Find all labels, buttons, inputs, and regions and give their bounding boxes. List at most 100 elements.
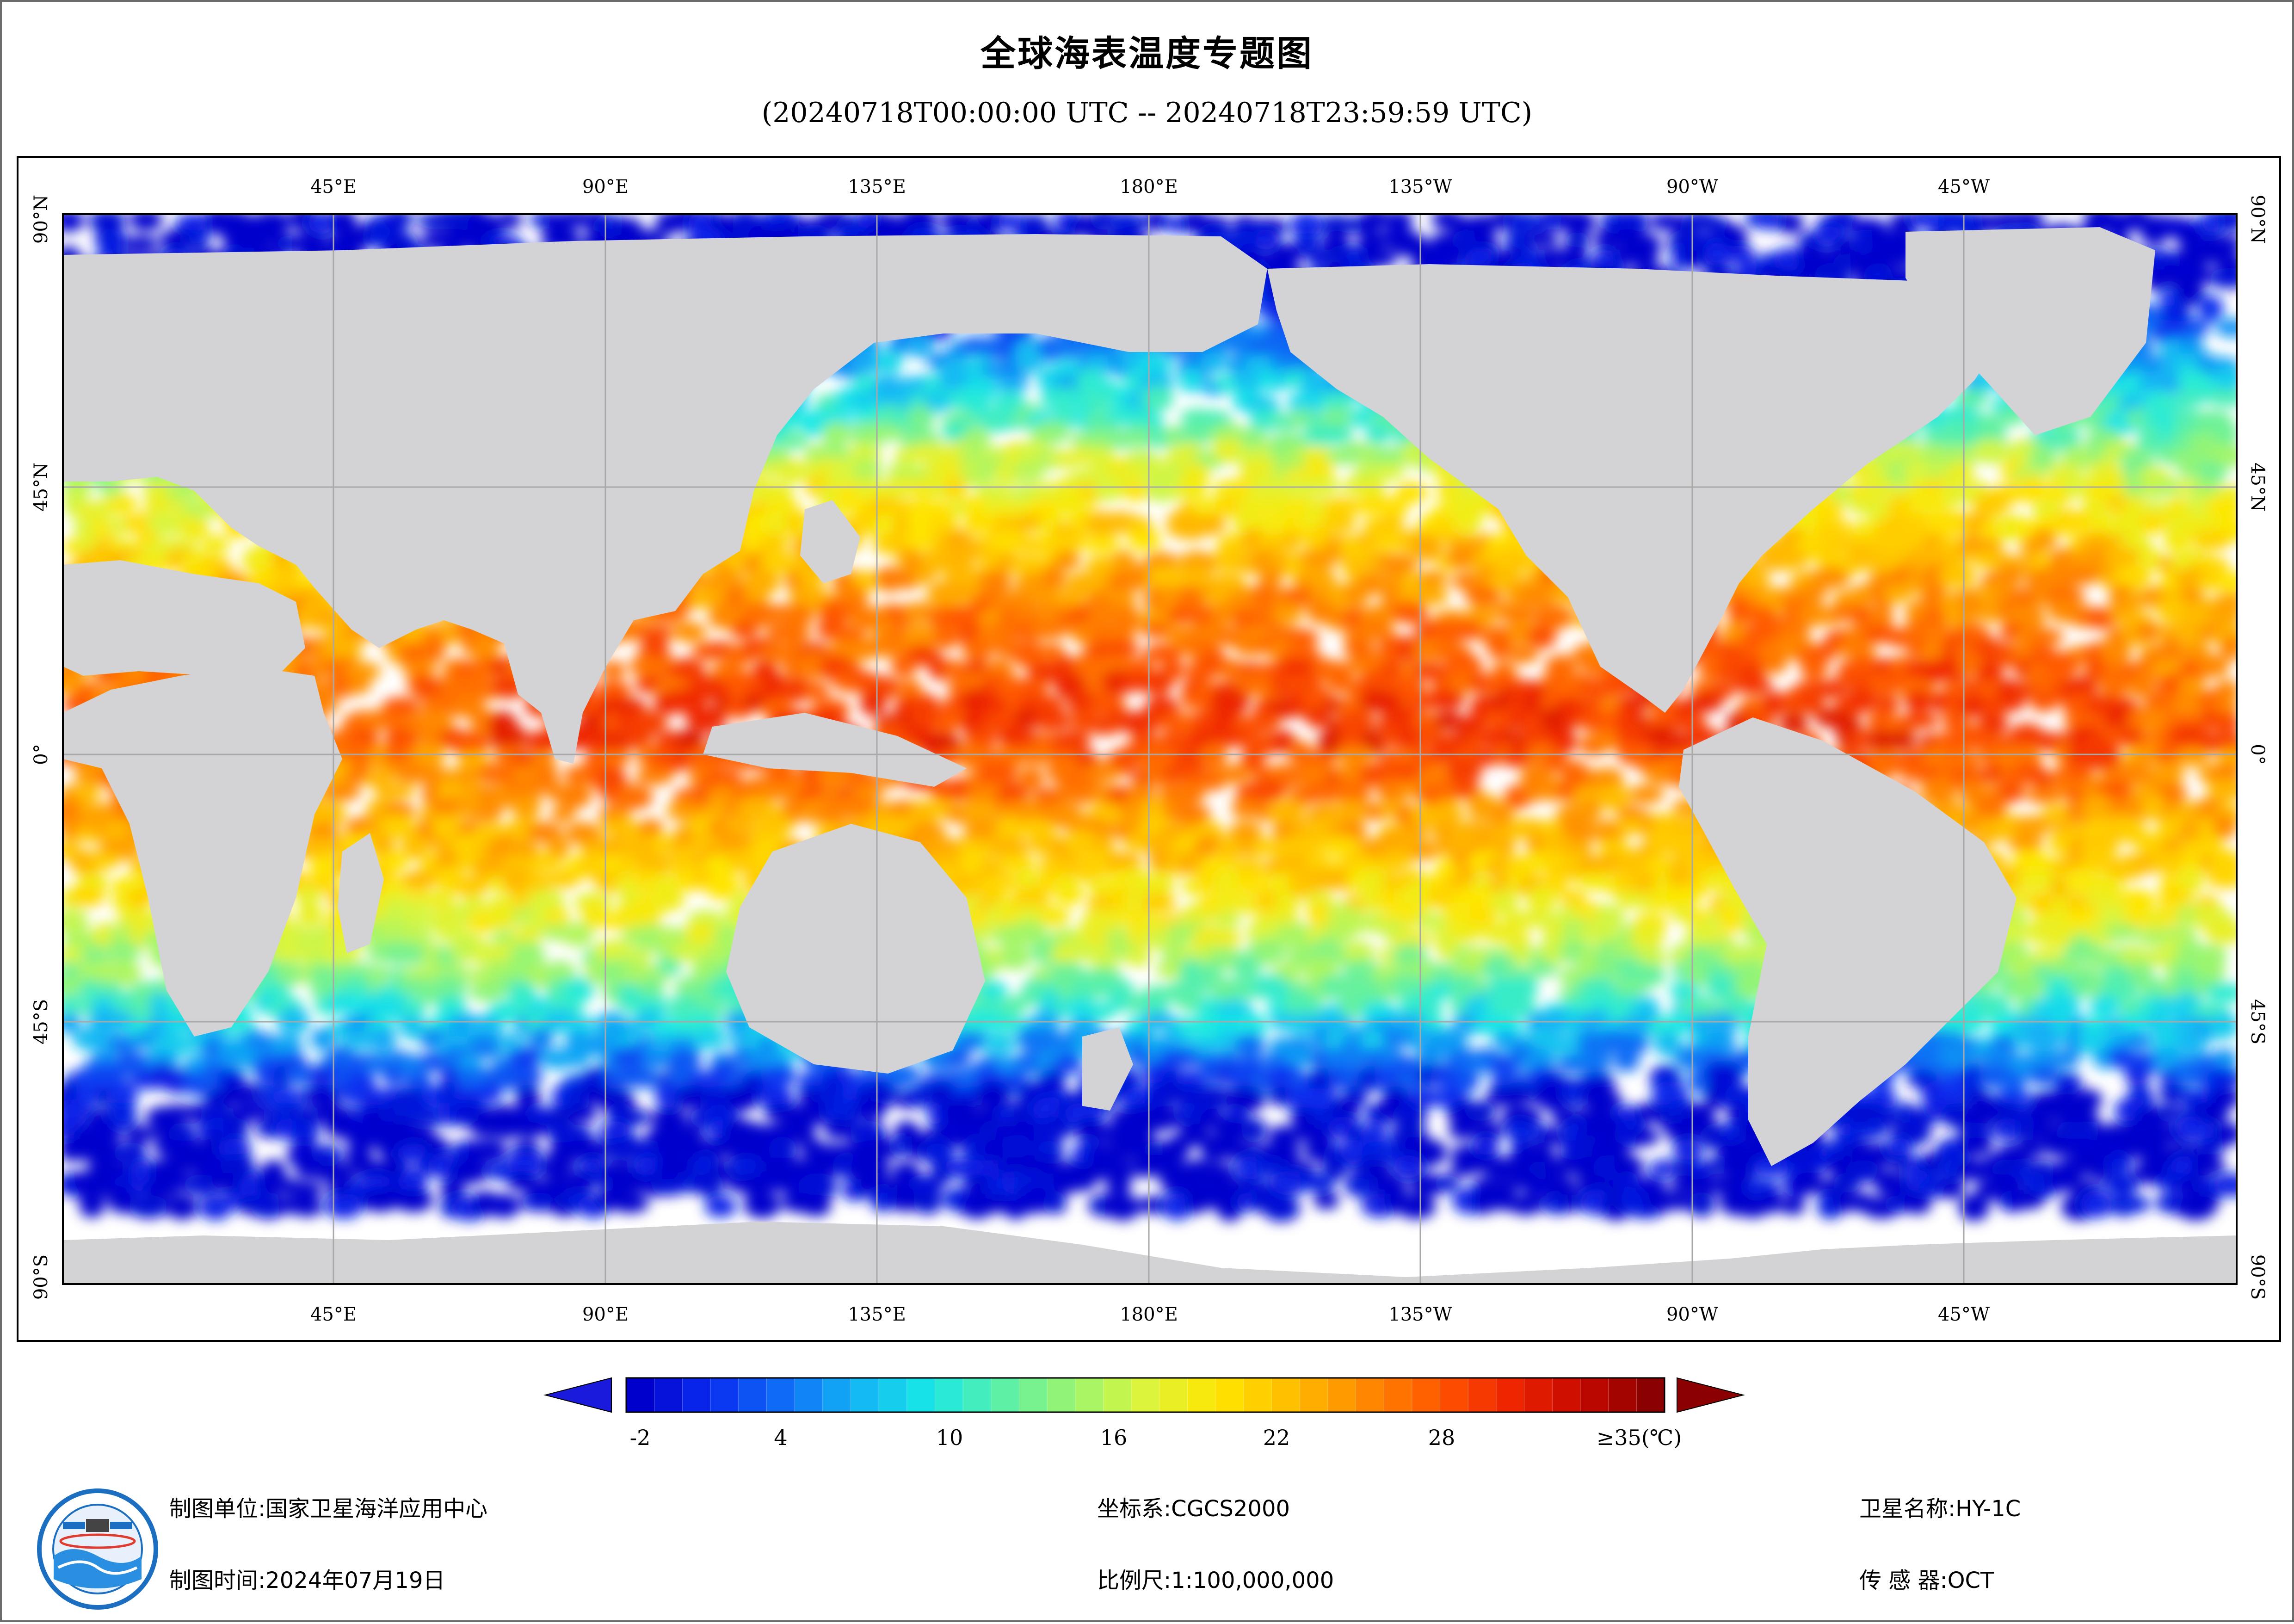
sst-cell [539, 1157, 574, 1180]
sst-cell [184, 230, 210, 248]
sst-cell [421, 635, 446, 662]
sst-cell [2125, 1067, 2150, 1086]
sst-cell [547, 870, 580, 889]
sst-cell [1699, 1032, 1737, 1054]
sst-cell [1435, 618, 1468, 644]
sst-cell [1249, 778, 1287, 802]
sst-cell [2205, 1069, 2237, 1088]
sst-cell [1961, 1063, 1988, 1090]
sst-cell [1850, 584, 1876, 606]
sst-cell [804, 682, 830, 700]
sst-cell [562, 1105, 598, 1123]
sst-cell [2140, 510, 2167, 534]
sst-cell [1638, 945, 1666, 970]
sst-cell [545, 961, 576, 986]
sst-cell [1762, 692, 1788, 716]
sst-cell [1886, 1138, 1912, 1158]
sst-cell [1412, 841, 1440, 860]
sst-cell [1577, 1031, 1604, 1056]
sst-cell [1336, 800, 1371, 821]
sst-cell [1321, 516, 1357, 533]
sst-cell [1052, 730, 1091, 753]
sst-cell [2174, 279, 2204, 306]
sst-cell [111, 961, 142, 986]
sst-cell [725, 1084, 759, 1111]
sst-cell [1504, 975, 1538, 1001]
sst-cell [1344, 641, 1375, 659]
sst-cell [1489, 801, 1514, 828]
sst-cell [2054, 1072, 2082, 1093]
sst-cell [271, 1089, 308, 1107]
sst-cell [1505, 1119, 1535, 1142]
sst-cell [526, 822, 563, 842]
sst-cell [668, 687, 708, 714]
sst-cell [1669, 712, 1707, 731]
sst-cell [1040, 565, 1066, 591]
sst-cell [2140, 228, 2168, 245]
sst-cell [1175, 977, 1213, 994]
sst-cell [1274, 892, 1299, 917]
sst-cell [1719, 1084, 1753, 1108]
sst-cell [997, 854, 1036, 871]
sst-cell [181, 517, 210, 541]
sst-cell [1376, 516, 1405, 533]
sst-cell [383, 214, 413, 229]
sst-cell [2081, 795, 2115, 822]
sst-cell [1251, 838, 1277, 857]
sst-cell [637, 625, 674, 642]
sst-cell [183, 1174, 221, 1196]
sst-cell [675, 729, 705, 753]
sst-cell [1241, 1118, 1267, 1142]
sst-cell [370, 1026, 396, 1054]
sst-cell [73, 784, 101, 802]
sst-cell [1228, 821, 1263, 844]
sst-cell [601, 661, 626, 679]
sst-cell [2155, 264, 2183, 288]
sst-cell [1545, 1157, 1575, 1177]
sst-cell [1053, 550, 1081, 570]
sst-cell [1490, 889, 1519, 916]
sst-cell [1464, 586, 1502, 606]
sst-cell [303, 837, 339, 860]
sst-cell [872, 514, 897, 536]
sst-cell [1526, 624, 1557, 649]
sst-cell [1939, 1045, 1978, 1069]
sst-cell [2191, 530, 2232, 550]
sst-cell [1529, 960, 1558, 977]
sst-cell [2029, 1160, 2056, 1179]
sst-cell [1597, 1090, 1622, 1110]
sst-cell [220, 1154, 255, 1179]
sst-cell [2045, 587, 2085, 605]
sst-cell [345, 976, 370, 995]
sst-cell [1141, 893, 1176, 913]
sst-cell [2063, 568, 2100, 585]
sst-cell [216, 1068, 247, 1089]
sst-cell [1561, 890, 1587, 910]
sst-cell [1770, 547, 1809, 571]
sst-cell [1317, 425, 1354, 444]
sst-cell [1998, 565, 2023, 588]
sst-cell [510, 1118, 549, 1138]
sst-cell [550, 805, 576, 823]
sst-cell [557, 783, 592, 809]
sst-cell [1356, 618, 1394, 641]
sst-cell [89, 1140, 120, 1164]
sst-cell [329, 214, 358, 234]
sst-cell [1431, 691, 1465, 710]
sst-cell [63, 1013, 81, 1033]
sst-cell [223, 1119, 249, 1141]
sst-cell [2218, 214, 2237, 232]
sst-cell [1740, 660, 1766, 683]
sst-cell [1798, 694, 1826, 715]
sst-cell [269, 1035, 304, 1055]
sst-cell [2008, 975, 2043, 1000]
sst-cell [1038, 905, 1070, 926]
sst-cell [1143, 670, 1173, 696]
sst-cell [1487, 637, 1512, 660]
sst-cell [2014, 1122, 2040, 1141]
sst-cell [1886, 532, 1926, 555]
sst-cell [2099, 671, 2131, 698]
sst-cell [1305, 707, 1330, 729]
sst-cell [1287, 391, 1327, 414]
sst-cell [642, 1050, 668, 1069]
